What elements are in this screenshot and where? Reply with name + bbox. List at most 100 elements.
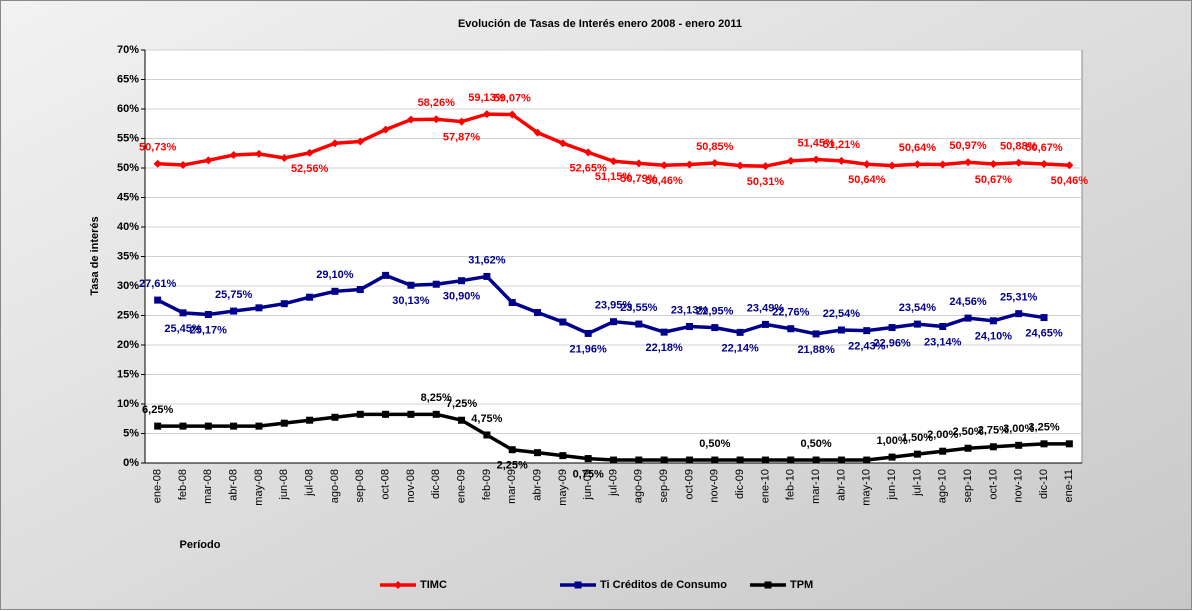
point-marker (584, 329, 592, 337)
data-label: 59,07% (494, 92, 532, 104)
point-marker (559, 452, 567, 460)
point-marker (458, 416, 466, 424)
y-tick-label: 15% (117, 368, 139, 380)
point-marker (457, 117, 466, 126)
point-marker (939, 322, 947, 330)
point-marker (964, 158, 973, 167)
point-marker (736, 161, 745, 170)
x-tick-label: jun-08 (278, 469, 290, 501)
point-marker (330, 139, 339, 148)
point-marker (736, 456, 744, 464)
data-label: 3,00% (1003, 423, 1034, 435)
point-marker (153, 159, 162, 168)
y-tick-label: 35% (117, 250, 139, 262)
data-label: 58,26% (418, 97, 456, 109)
data-label: 3,25% (1028, 422, 1059, 434)
x-tick-label: may-09 (557, 469, 569, 506)
point-marker (660, 328, 668, 336)
data-label: 52,65% (570, 162, 608, 174)
point-marker (179, 422, 187, 430)
x-tick-label: oct-10 (987, 469, 999, 500)
x-tick-label: feb-08 (177, 469, 189, 500)
data-label: 0,50% (800, 438, 831, 450)
point-marker (964, 444, 972, 452)
x-tick-label: ene-09 (455, 469, 467, 503)
y-tick-label: 45% (117, 191, 139, 203)
point-marker (913, 320, 921, 328)
point-marker (1065, 161, 1074, 170)
point-marker (913, 450, 921, 458)
data-label: 4,75% (471, 413, 502, 425)
y-tick-label: 30% (117, 280, 139, 292)
point-marker (558, 139, 567, 148)
point-marker (837, 326, 845, 334)
x-tick-label: sep-08 (354, 469, 366, 503)
point-marker (559, 318, 567, 326)
data-label: 51,45% (797, 137, 835, 149)
legend-label: Ti Créditos de Consumo (600, 579, 727, 591)
point-marker (255, 422, 263, 430)
x-tick-label: nov-09 (709, 469, 721, 503)
data-label: 50,88% (1000, 141, 1038, 153)
point-marker (356, 137, 365, 146)
data-label: 50,79% (620, 173, 658, 185)
x-tick-label: nov-10 (1013, 469, 1025, 503)
point-marker (761, 320, 769, 328)
point-marker (837, 156, 846, 165)
point-marker (306, 416, 314, 424)
point-marker (938, 160, 947, 169)
point-marker (786, 156, 795, 165)
plot-layer: 0% 5% 10% 15% 20% 25% 30% 35% 40% 45% 50% 55% 60% 65%… (117, 44, 1088, 591)
point-marker (154, 296, 162, 304)
point-marker (482, 110, 491, 119)
point-marker (989, 443, 997, 451)
point-marker (635, 320, 643, 328)
data-label: 50,31% (747, 176, 785, 188)
x-tick-label: ago-09 (633, 469, 645, 503)
data-label: 51,21% (823, 139, 861, 151)
point-marker (356, 410, 364, 418)
point-marker (685, 323, 693, 331)
x-tick-label: jul-10 (911, 469, 923, 497)
point-marker (863, 327, 871, 335)
y-axis-title: Tasa de interés (89, 216, 101, 295)
point-marker (609, 157, 618, 166)
data-label: 22,76% (772, 307, 810, 319)
data-label: 0,75% (573, 468, 604, 480)
x-tick-label: may-10 (861, 469, 873, 506)
point-marker (584, 148, 593, 157)
point-marker (533, 128, 542, 137)
point-marker (964, 314, 972, 322)
data-label: 29,10% (316, 269, 354, 281)
point-marker (204, 422, 212, 430)
data-label: 50,46% (1051, 175, 1089, 187)
point-marker (331, 413, 339, 421)
point-marker (534, 309, 542, 317)
legend-marker (764, 581, 772, 589)
x-tick-label: sep-10 (962, 469, 974, 503)
x-tick-label: abr-08 (228, 469, 240, 501)
data-label: 2,50% (952, 426, 983, 438)
data-label: 52,56% (291, 163, 329, 175)
data-label: 23,55% (620, 302, 658, 314)
data-label: 27,61% (139, 278, 177, 290)
point-marker (989, 160, 998, 169)
x-tick-label: dic-10 (1038, 469, 1050, 499)
point-marker (229, 151, 238, 160)
data-label: 24,65% (1025, 327, 1063, 339)
data-label: 23,54% (899, 302, 937, 314)
data-label: 22,18% (645, 342, 683, 354)
y-tick-label: 50% (117, 162, 139, 174)
data-label: 25,17% (190, 324, 228, 336)
point-marker (660, 456, 668, 464)
point-marker (939, 447, 947, 455)
x-tick-label: sep-09 (658, 469, 670, 503)
data-label: 50,97% (949, 140, 987, 152)
point-marker (761, 456, 769, 464)
point-marker (230, 422, 238, 430)
point-marker (710, 158, 719, 167)
y-tick-label: 55% (117, 132, 139, 144)
data-label: 22,14% (721, 342, 759, 354)
point-marker (534, 449, 542, 457)
point-marker (1065, 440, 1073, 448)
